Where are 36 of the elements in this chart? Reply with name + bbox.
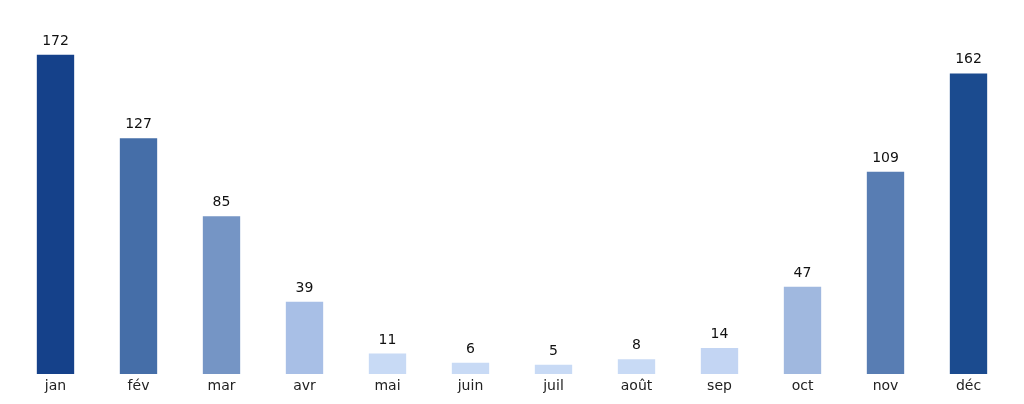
data-label: 172 [42,31,69,48]
bar [119,138,158,374]
data-label: 8 [632,336,641,353]
bar [451,362,490,374]
x-tick-label: sep [707,377,733,393]
x-tick-label: nov [872,377,899,393]
bar [700,348,739,374]
x-tick-label: juin [456,377,484,393]
x-tick-label: juil [542,377,564,393]
bar [36,54,75,374]
data-label: 162 [955,50,982,67]
data-label: 11 [378,330,397,347]
x-tick-label: mai [374,377,401,393]
bar [368,353,407,374]
x-tick-label: déc [955,377,982,393]
bar [285,301,324,374]
bar [866,171,905,374]
data-label: 14 [710,325,729,342]
data-label: 109 [872,148,899,165]
data-label: 47 [793,263,812,280]
x-tick-label: oct [791,377,814,393]
bar [534,364,573,374]
x-tick-label: avr [293,377,317,393]
data-label: 5 [549,341,558,358]
bar [202,216,241,374]
bar [617,359,656,374]
x-tick-label: jan [43,377,67,393]
x-tick-label: fév [127,377,150,393]
data-label: 6 [466,339,476,356]
data-label: 39 [295,278,314,295]
x-tick-label: mar [207,377,236,393]
data-label: 127 [125,115,152,132]
bar [783,286,822,374]
x-tick-label: août [620,377,653,393]
bar [949,73,988,374]
data-label: 85 [212,193,231,210]
